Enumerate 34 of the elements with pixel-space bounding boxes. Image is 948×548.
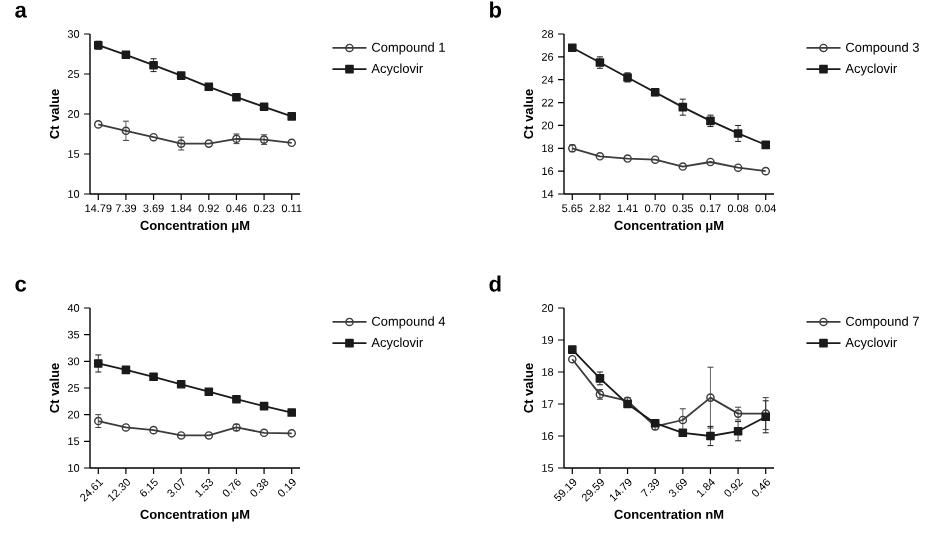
point [287,408,296,417]
chart-title: b [490,1,502,18]
point [149,132,158,142]
point [259,102,269,112]
point [204,82,214,92]
chart-title: c [15,279,27,292]
point [121,126,131,136]
point [568,43,577,53]
point [761,140,771,150]
point [149,372,158,382]
point [232,394,241,404]
point [176,71,186,80]
point [204,139,214,148]
point [287,112,296,121]
point [733,163,743,173]
point [595,151,605,161]
point [204,387,214,397]
point [623,154,632,163]
point [706,157,715,167]
point [176,379,186,389]
point [650,155,660,165]
point [93,359,103,368]
point [121,423,131,432]
point [678,415,688,425]
point [204,431,214,440]
point [176,431,186,440]
point [678,162,688,171]
point [149,425,158,435]
point [232,92,241,102]
point [733,409,743,418]
point [121,50,131,60]
point [259,428,269,438]
chart-title: d [489,275,501,292]
chart-title: a [15,5,27,18]
